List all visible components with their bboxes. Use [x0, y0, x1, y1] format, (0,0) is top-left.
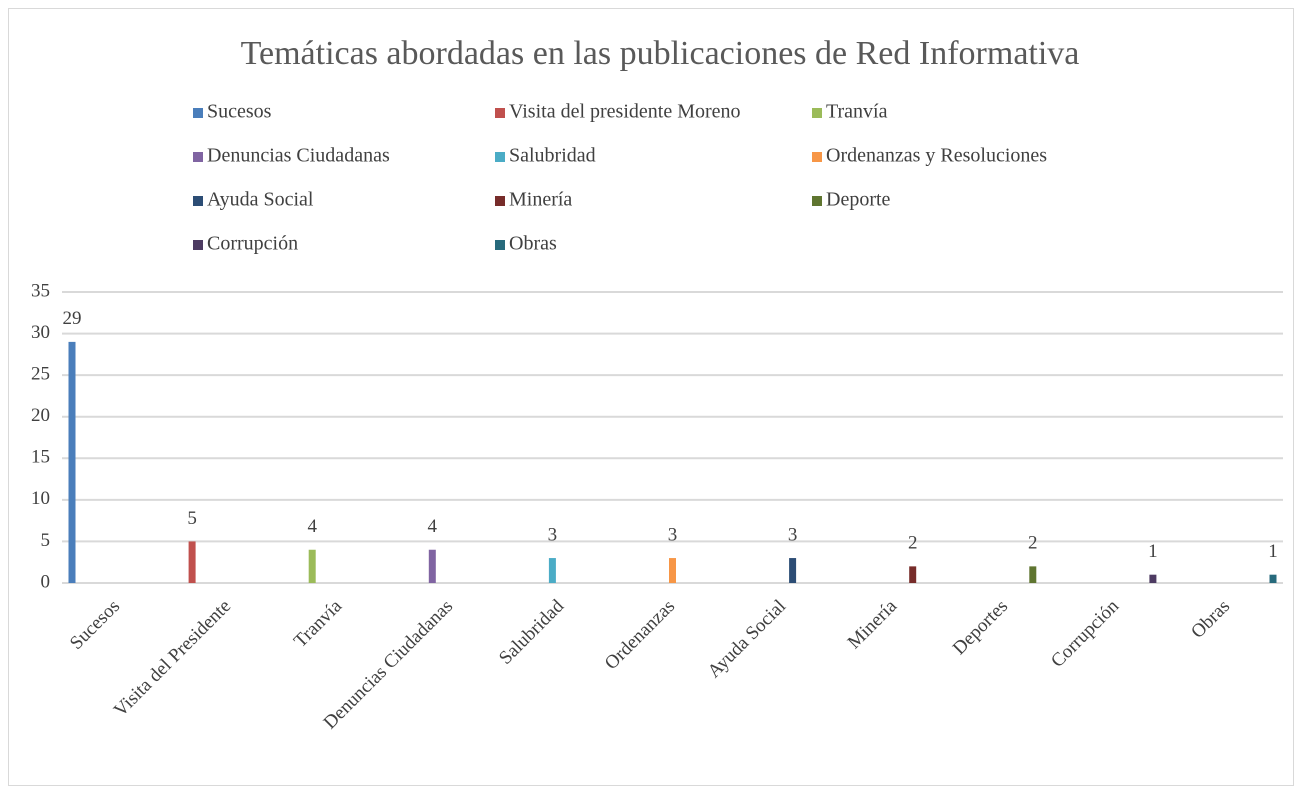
bar — [548, 558, 556, 583]
legend-swatch — [193, 108, 203, 118]
legend-swatch — [495, 152, 505, 162]
legend-label: Visita del presidente Moreno — [509, 101, 741, 123]
legend-label: Sucesos — [207, 101, 272, 123]
y-tick-label: 25 — [31, 364, 50, 385]
data-label: 3 — [668, 524, 678, 545]
data-label: 4 — [307, 516, 317, 537]
legend-label: Obras — [509, 233, 557, 255]
bar — [1269, 574, 1277, 583]
data-label: 1 — [1268, 541, 1278, 562]
legend-swatch — [193, 152, 203, 162]
data-label: 3 — [788, 524, 798, 545]
legend-swatch — [812, 108, 822, 118]
data-label: 2 — [908, 533, 918, 554]
chart-frame — [8, 8, 1294, 786]
legend-label: Corrupción — [207, 233, 298, 255]
data-label: 3 — [548, 524, 558, 545]
legend-swatch — [193, 240, 203, 250]
y-tick-label: 0 — [41, 571, 51, 592]
bar — [1029, 566, 1037, 583]
y-tick-label: 15 — [31, 447, 50, 468]
bar — [308, 549, 316, 583]
data-label: 29 — [63, 308, 82, 329]
bar — [789, 558, 797, 583]
chart-title: Temáticas abordadas en las publicaciones… — [241, 35, 1080, 72]
bar — [188, 541, 196, 583]
data-label: 1 — [1148, 541, 1158, 562]
legend-label: Denuncias Ciudadanas — [207, 145, 390, 167]
legend-swatch — [495, 196, 505, 206]
legend-label: Ayuda Social — [207, 189, 314, 211]
data-label: 2 — [1028, 533, 1038, 554]
y-tick-label: 5 — [41, 530, 51, 551]
legend-swatch — [193, 196, 203, 206]
y-tick-label: 35 — [31, 280, 50, 301]
legend-label: Salubridad — [509, 145, 596, 167]
y-tick-label: 10 — [31, 488, 50, 509]
legend-label: Minería — [509, 189, 572, 211]
legend-swatch — [495, 108, 505, 118]
legend-label: Ordenanzas y Resoluciones — [826, 145, 1047, 167]
bar — [909, 566, 917, 583]
bar — [428, 549, 436, 583]
y-tick-label: 20 — [31, 405, 50, 426]
bar — [669, 558, 676, 583]
legend-swatch — [812, 196, 822, 206]
y-tick-label: 30 — [31, 322, 50, 343]
bar — [68, 341, 76, 583]
legend-swatch — [495, 240, 505, 250]
bar — [1149, 574, 1157, 583]
legend-label: Deporte — [826, 189, 891, 211]
data-label: 4 — [428, 516, 438, 537]
legend-label: Tranvía — [826, 101, 888, 123]
data-label: 5 — [187, 508, 197, 529]
legend-swatch — [812, 152, 822, 162]
